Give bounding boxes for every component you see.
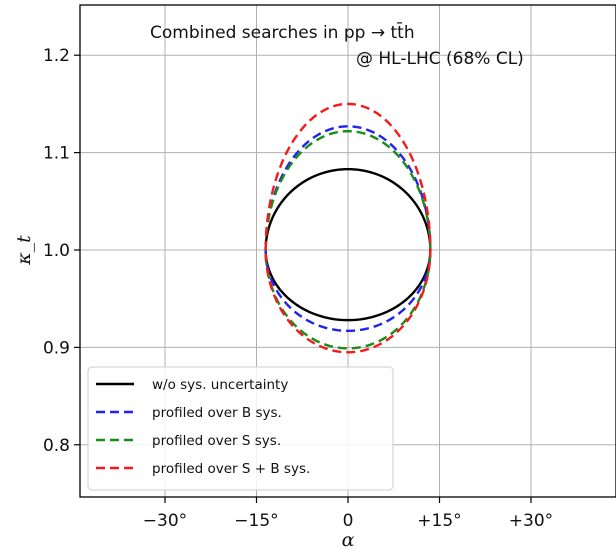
y-tick-label: 1.0 <box>43 241 70 261</box>
legend-label-1: profiled over B sys. <box>152 405 282 421</box>
legend-box <box>87 366 394 491</box>
axis-ticks: −30° −15° 0 +15° +30° 0.8 0.9 1.0 1.1 1.2 <box>43 46 553 531</box>
x-tick-label: −30° <box>143 511 187 531</box>
chart-title-line2: @ HL-LHC (68% CL) <box>356 49 524 69</box>
legend-label-3: profiled over S + B sys. <box>152 461 310 477</box>
x-tick-label: 0 <box>343 511 354 531</box>
legend: w/o sys. uncertainty profiled over B sys.… <box>87 366 394 491</box>
x-tick-label: +30° <box>509 511 553 531</box>
legend-label-0: w/o sys. uncertainty <box>152 377 288 393</box>
series-curve-3 <box>264 102 432 354</box>
chart-title-line1: Combined searches in pp → tt̄h <box>150 21 415 43</box>
y-tick-label: 0.9 <box>43 338 70 358</box>
y-tick-label: 1.1 <box>43 144 70 164</box>
x-axis-label: α <box>342 529 355 550</box>
contour-curves <box>264 102 432 354</box>
y-axis-label: κ_t <box>13 235 35 266</box>
legend-label-2: profiled over S sys. <box>152 433 281 449</box>
y-tick-label: 0.8 <box>43 436 70 456</box>
y-tick-label: 1.2 <box>43 46 70 66</box>
x-tick-label: −15° <box>234 511 278 531</box>
x-tick-label: +15° <box>417 511 461 531</box>
series-curve-2 <box>264 129 432 350</box>
